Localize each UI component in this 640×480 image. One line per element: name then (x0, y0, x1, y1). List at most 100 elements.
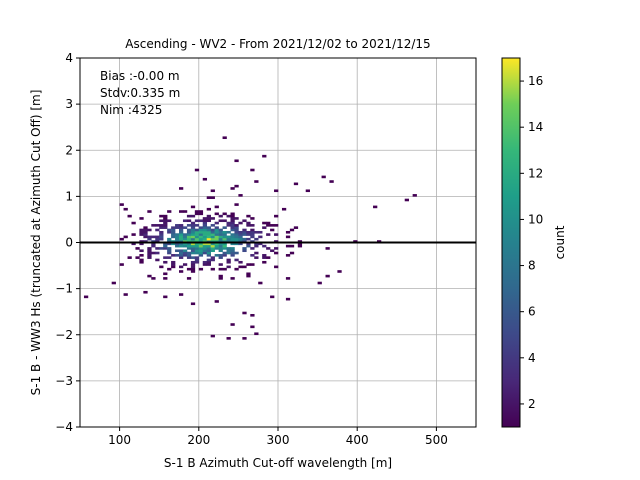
heatmap-cell (155, 235, 160, 239)
heatmap-cell (230, 221, 235, 225)
heatmap-cell (222, 212, 227, 216)
heatmap-cell (226, 251, 231, 255)
heatmap-cell (179, 228, 184, 232)
heatmap-cell (139, 240, 144, 243)
heatmap-cell (210, 189, 215, 193)
heatmap-cell (202, 247, 208, 250)
heatmap-cell (230, 214, 235, 218)
heatmap-cell (147, 237, 152, 241)
heatmap-cell (238, 194, 243, 197)
heatmap-cell (230, 251, 235, 255)
heatmap-cell (206, 254, 211, 257)
heatmap-cell (250, 228, 255, 232)
x-axis-ticks: 100 200 300 400 500 (108, 427, 448, 447)
heatmap-cell (194, 247, 200, 250)
y-tick-label: 4 (65, 51, 73, 65)
heatmap-cell (198, 235, 204, 239)
heatmap-cell (274, 224, 279, 227)
heatmap-cell (206, 228, 211, 232)
heatmap-cell (218, 254, 223, 257)
heatmap-cell (226, 240, 231, 243)
heatmap-cell (179, 249, 184, 253)
heatmap-cell (155, 224, 160, 227)
heatmap-cell (242, 311, 247, 315)
heatmap-cell (242, 249, 247, 253)
heatmap-cell (246, 244, 251, 248)
heatmap-cell (190, 237, 196, 241)
heatmap-cell (274, 251, 279, 255)
heatmap-cell (202, 230, 208, 234)
y-tick-label: −3 (55, 374, 73, 388)
heatmap-cell (198, 254, 204, 257)
heatmap-cell (285, 277, 291, 280)
chart-title: Ascending - WV2 - From 2021/12/02 to 202… (125, 37, 430, 51)
heatmap-cell (123, 235, 128, 239)
heatmap-cell (210, 230, 215, 234)
x-tick-label: 500 (425, 433, 448, 447)
heatmap-cell (289, 228, 295, 232)
heatmap-cell (210, 237, 215, 241)
heatmap-cell (218, 228, 223, 232)
heatmap-cell (270, 295, 275, 299)
heatmap-cell (175, 224, 180, 227)
heatmap-cell (214, 244, 219, 248)
y-tick-label: 3 (65, 97, 73, 111)
heatmap-cell (194, 168, 200, 172)
heatmap-cell (222, 267, 227, 271)
heatmap-cell (246, 263, 251, 266)
heatmap-cell (163, 272, 168, 276)
colorbar-tick-label: 6 (528, 305, 536, 319)
heatmap-cell (163, 221, 168, 225)
heatmap-cell (226, 247, 231, 250)
heatmap-cell (274, 247, 279, 250)
heatmap-cell (226, 214, 231, 218)
colorbar-tick-label: 16 (528, 74, 543, 88)
heatmap-cell (206, 226, 211, 229)
heatmap-cell (151, 240, 156, 243)
heatmap-cell (198, 237, 204, 241)
heatmap-cell (194, 228, 200, 232)
heatmap-cell (234, 237, 239, 241)
heatmap-cell (155, 258, 160, 262)
heatmap-cell (289, 244, 295, 248)
heatmap-cell (230, 224, 235, 227)
heatmap-cells (83, 136, 417, 340)
heatmap-cell (111, 281, 116, 285)
heatmap-cell (190, 235, 196, 239)
heatmap-cell (175, 226, 180, 229)
heatmap-cell (218, 235, 223, 239)
heatmap-cell (182, 254, 188, 257)
heatmap-cell (175, 249, 180, 253)
heatmap-cell (234, 224, 239, 227)
heatmap-cell (226, 224, 231, 227)
heatmap-cell (246, 221, 251, 225)
heatmap-cell (131, 221, 136, 225)
heatmap-cell (175, 233, 180, 236)
heatmap-cell (246, 224, 251, 227)
y-axis-label: S-1 B - WW3 Hs (truncated at Azimuth Cut… (29, 90, 43, 396)
heatmap-cell (321, 175, 326, 179)
heatmap-cell (234, 251, 239, 255)
heatmap-cell (171, 235, 176, 239)
heatmap-cell (179, 251, 184, 255)
heatmap-cell (285, 254, 291, 257)
heatmap-cell (246, 274, 251, 278)
heatmap-cell (190, 270, 196, 273)
heatmap-cell (404, 198, 409, 202)
heatmap-cell (238, 221, 243, 225)
heatmap-cell (234, 267, 239, 271)
heatmap-cell (131, 233, 136, 236)
heatmap-cell (218, 277, 223, 280)
heatmap-cell (198, 242, 204, 246)
heatmap-cell (155, 251, 160, 255)
heatmap-cell (250, 224, 255, 227)
heatmap-cell (147, 235, 152, 239)
heatmap-cell (206, 235, 211, 239)
heatmap-cell (179, 254, 184, 257)
y-tick-label: 0 (65, 236, 73, 250)
heatmap-cell (171, 240, 176, 243)
heatmap-cell (222, 244, 227, 248)
heatmap-cell (242, 233, 247, 236)
heatmap-cell (198, 228, 204, 232)
heatmap-cell (210, 217, 215, 220)
